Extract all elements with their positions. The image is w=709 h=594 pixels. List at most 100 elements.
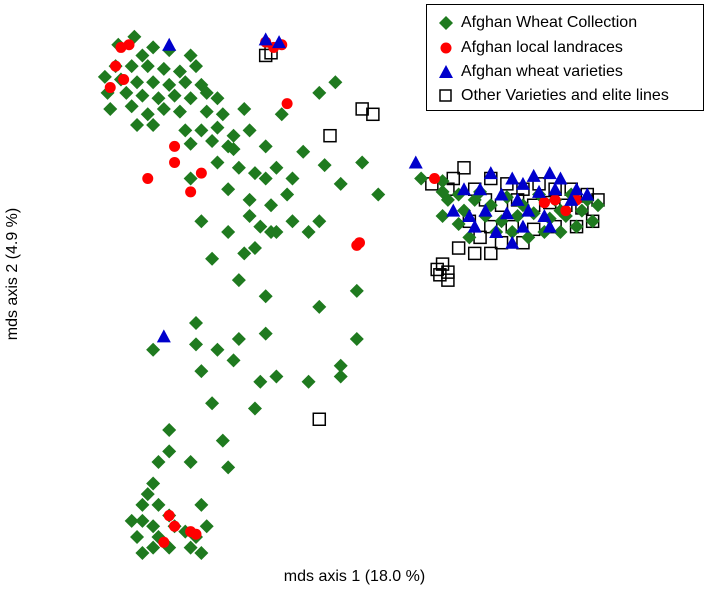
data-point-diamond (467, 192, 482, 207)
data-point-diamond (199, 85, 214, 100)
data-point-diamond (151, 497, 166, 512)
data-point-diamond (189, 315, 203, 330)
data-point-diamond (231, 160, 246, 175)
data-point-diamond (135, 497, 150, 512)
data-point-triangle (408, 155, 423, 169)
data-point-diamond (328, 75, 343, 90)
data-point-diamond (312, 299, 327, 314)
data-point-diamond (140, 487, 155, 502)
data-point-diamond (355, 155, 370, 170)
legend-marker-square (439, 89, 452, 102)
data-point-diamond (183, 91, 198, 106)
data-point-diamond (151, 455, 166, 470)
legend-item-afghan-wheat-varieties: Afghan wheat varieties (435, 60, 623, 84)
data-point-triangle (505, 171, 520, 185)
data-point-diamond (124, 99, 139, 114)
data-point-circle (185, 186, 197, 198)
data-point-triangle (499, 206, 514, 220)
data-point-diamond (183, 136, 198, 151)
data-point-triangle (542, 166, 557, 180)
data-point-diamond (172, 64, 187, 79)
data-point-diamond (280, 187, 295, 202)
data-point-square (258, 48, 273, 63)
data-point-circle (195, 167, 207, 179)
data-point-diamond (140, 59, 155, 74)
data-point-circle (163, 510, 175, 522)
series-circle (104, 36, 583, 548)
data-point-diamond (258, 171, 273, 186)
data-point-diamond (146, 342, 161, 357)
data-point-diamond (242, 123, 257, 138)
data-point-diamond (172, 104, 187, 119)
data-point-square (312, 412, 327, 426)
data-point-diamond (167, 88, 182, 103)
legend-marker-circle (440, 42, 452, 54)
data-point-diamond (199, 104, 214, 119)
data-point-diamond (130, 118, 145, 132)
data-point-triangle (553, 171, 568, 185)
data-point-circle (118, 74, 130, 86)
data-point-circle (169, 156, 181, 168)
data-point-diamond (151, 91, 166, 106)
data-point-diamond (264, 198, 279, 213)
data-point-diamond (435, 208, 450, 223)
data-point-circle (190, 528, 202, 540)
legend: Afghan Wheat Collection Afghan local lan… (426, 4, 704, 111)
data-point-diamond (189, 337, 203, 352)
data-point-diamond (210, 91, 225, 106)
data-point-triangle (537, 208, 552, 222)
legend-marker-triangle (439, 65, 453, 78)
data-point-circle (169, 520, 181, 532)
data-point-square (484, 246, 498, 261)
data-point-square (441, 265, 455, 279)
data-point-diamond (146, 118, 161, 132)
data-point-diamond (210, 120, 225, 135)
data-point-diamond (242, 192, 257, 207)
data-point-diamond (194, 364, 209, 379)
data-point-diamond (162, 77, 177, 92)
data-point-triangle (548, 182, 563, 196)
data-point-diamond (183, 455, 198, 470)
data-point-triangle (478, 203, 493, 217)
series-triangle (156, 32, 595, 343)
data-point-triangle (457, 182, 471, 196)
data-point-square (323, 128, 337, 143)
data-point-diamond (140, 107, 155, 122)
data-point-diamond (242, 208, 257, 223)
data-point-circle (142, 173, 154, 184)
data-point-triangle (494, 187, 509, 201)
data-point-diamond (178, 123, 193, 138)
data-point-triangle (483, 166, 498, 180)
data-point-diamond (253, 374, 268, 389)
data-point-diamond (183, 540, 198, 555)
data-point-diamond (333, 358, 348, 373)
data-point-square (457, 161, 471, 175)
data-point-diamond (146, 75, 161, 90)
data-point-diamond (510, 208, 525, 223)
data-point-diamond (247, 166, 262, 181)
data-point-diamond (285, 214, 300, 229)
data-point-diamond (349, 332, 364, 346)
data-point-diamond (312, 214, 327, 229)
data-point-diamond (301, 225, 316, 239)
data-point-diamond (462, 230, 477, 245)
data-point-diamond (301, 374, 316, 389)
data-point-diamond (205, 134, 220, 149)
data-point-circle (549, 194, 561, 206)
data-point-triangle (526, 168, 541, 182)
data-point-diamond (135, 48, 150, 63)
legend-marker-diamond (439, 16, 453, 30)
data-point-diamond (194, 546, 209, 560)
data-point-triangle (580, 187, 595, 201)
data-point-circle (560, 205, 572, 217)
data-point-diamond (194, 214, 209, 229)
data-point-circle (169, 140, 181, 152)
data-point-diamond (237, 101, 252, 116)
data-point-diamond (205, 251, 220, 266)
data-point-diamond (135, 513, 150, 528)
data-point-diamond (371, 187, 386, 202)
data-point-triangle (542, 219, 557, 233)
data-point-diamond (156, 61, 171, 76)
data-point-square (433, 268, 447, 282)
data-point-triangle (272, 35, 287, 49)
